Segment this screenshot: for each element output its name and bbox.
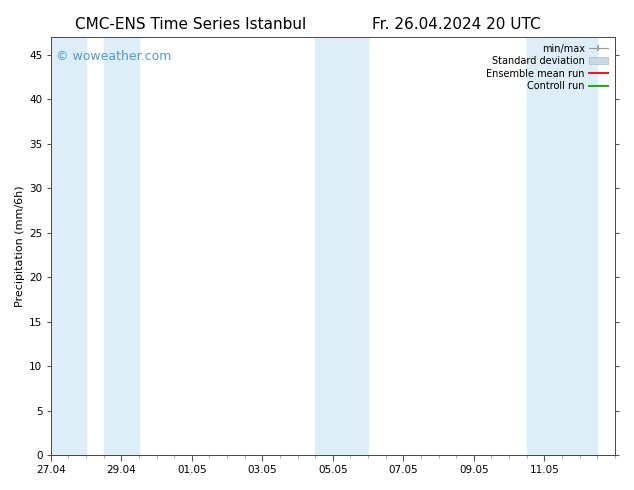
Text: CMC-ENS Time Series Istanbul: CMC-ENS Time Series Istanbul — [75, 17, 306, 32]
Text: Fr. 26.04.2024 20 UTC: Fr. 26.04.2024 20 UTC — [372, 17, 541, 32]
Bar — [527, 37, 597, 455]
Bar — [315, 37, 368, 455]
Legend: min/max, Standard deviation, Ensemble mean run, Controll run: min/max, Standard deviation, Ensemble me… — [484, 42, 610, 93]
Y-axis label: Precipitation (mm/6h): Precipitation (mm/6h) — [15, 185, 25, 307]
Text: © woweather.com: © woweather.com — [56, 49, 172, 63]
Bar — [51, 37, 86, 455]
Bar — [103, 37, 139, 455]
